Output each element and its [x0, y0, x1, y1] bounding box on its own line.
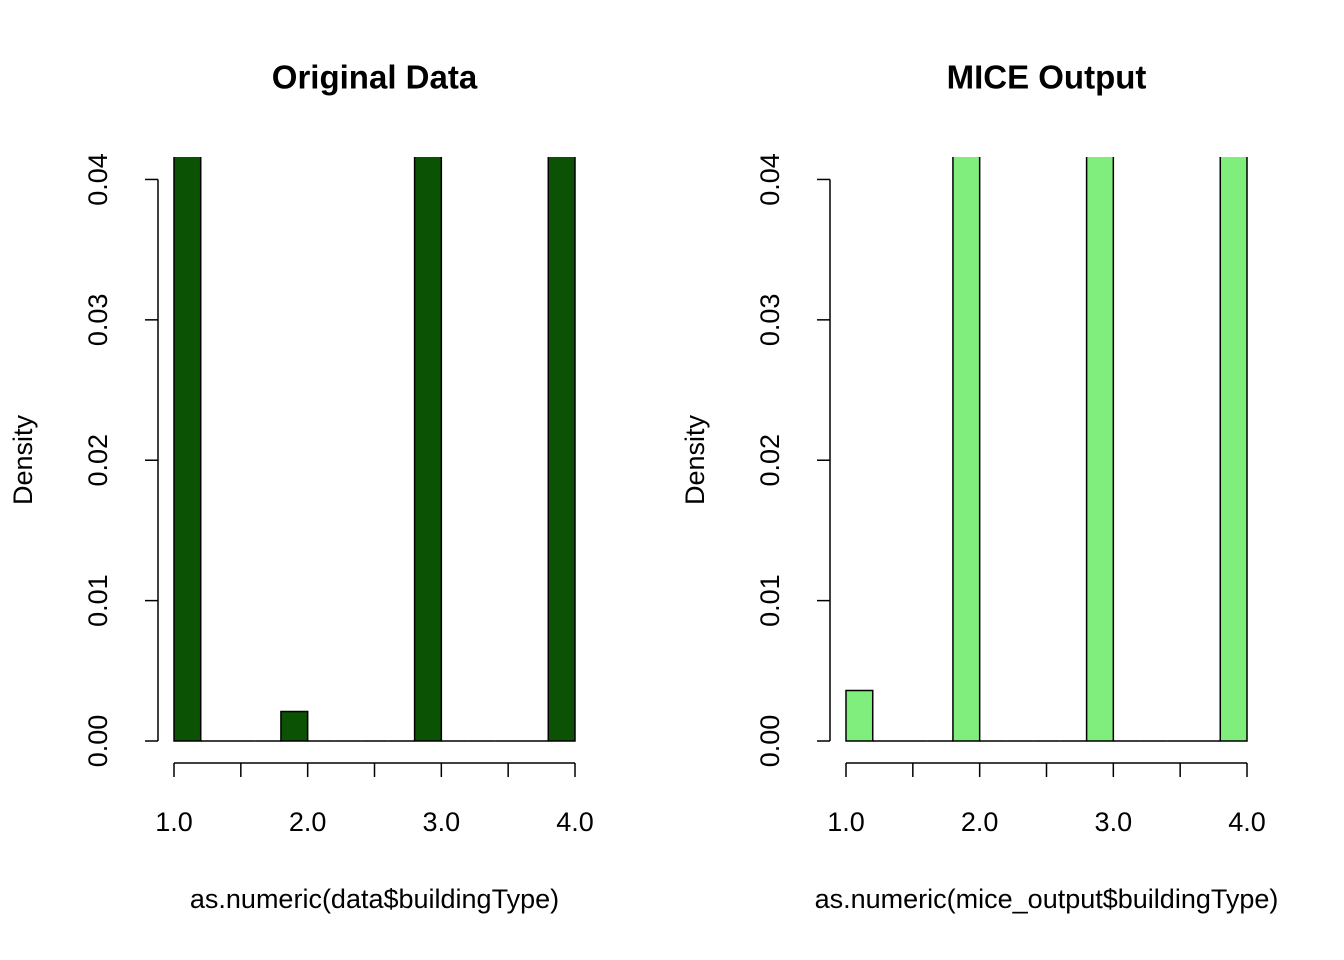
- y-tick-label: 0.03: [83, 294, 113, 347]
- bar: [1219, 157, 1248, 742]
- bars: [845, 157, 1248, 742]
- y-tick-label: 0.01: [83, 574, 113, 627]
- x-tick-label: 3.0: [1095, 807, 1133, 837]
- bar: [173, 157, 202, 742]
- x-tick-label: 4.0: [556, 807, 594, 837]
- y-tick-label: 0.02: [83, 434, 113, 487]
- x-tick-label: 4.0: [1228, 807, 1266, 837]
- bar: [280, 710, 309, 742]
- y-tick-label: 0.04: [83, 153, 113, 206]
- x-axis-label: as.numeric(mice_output$buildingType): [815, 884, 1279, 914]
- x-tick-label: 3.0: [423, 807, 461, 837]
- chart-title: Original Data: [272, 59, 478, 96]
- bar: [547, 157, 576, 742]
- bar: [413, 157, 443, 742]
- y-tick-label: 0.00: [755, 715, 785, 768]
- x-tick-label: 1.0: [827, 807, 865, 837]
- bar: [952, 157, 981, 742]
- bar: [1085, 157, 1115, 742]
- x-tick-label: 2.0: [289, 807, 327, 837]
- chart-title: MICE Output: [947, 59, 1147, 96]
- y-tick-label: 0.02: [755, 434, 785, 487]
- y-axis-label: Density: [8, 414, 38, 505]
- bars: [173, 157, 576, 742]
- bar: [845, 689, 874, 742]
- x-tick-label: 1.0: [155, 807, 193, 837]
- y-tick-label: 0.01: [755, 574, 785, 627]
- y-tick-label: 0.00: [83, 715, 113, 768]
- x-axis-label: as.numeric(data$buildingType): [190, 884, 559, 914]
- y-axis-label: Density: [680, 414, 710, 505]
- y-tick-label: 0.04: [755, 153, 785, 206]
- x-tick-label: 2.0: [961, 807, 999, 837]
- y-tick-label: 0.03: [755, 294, 785, 347]
